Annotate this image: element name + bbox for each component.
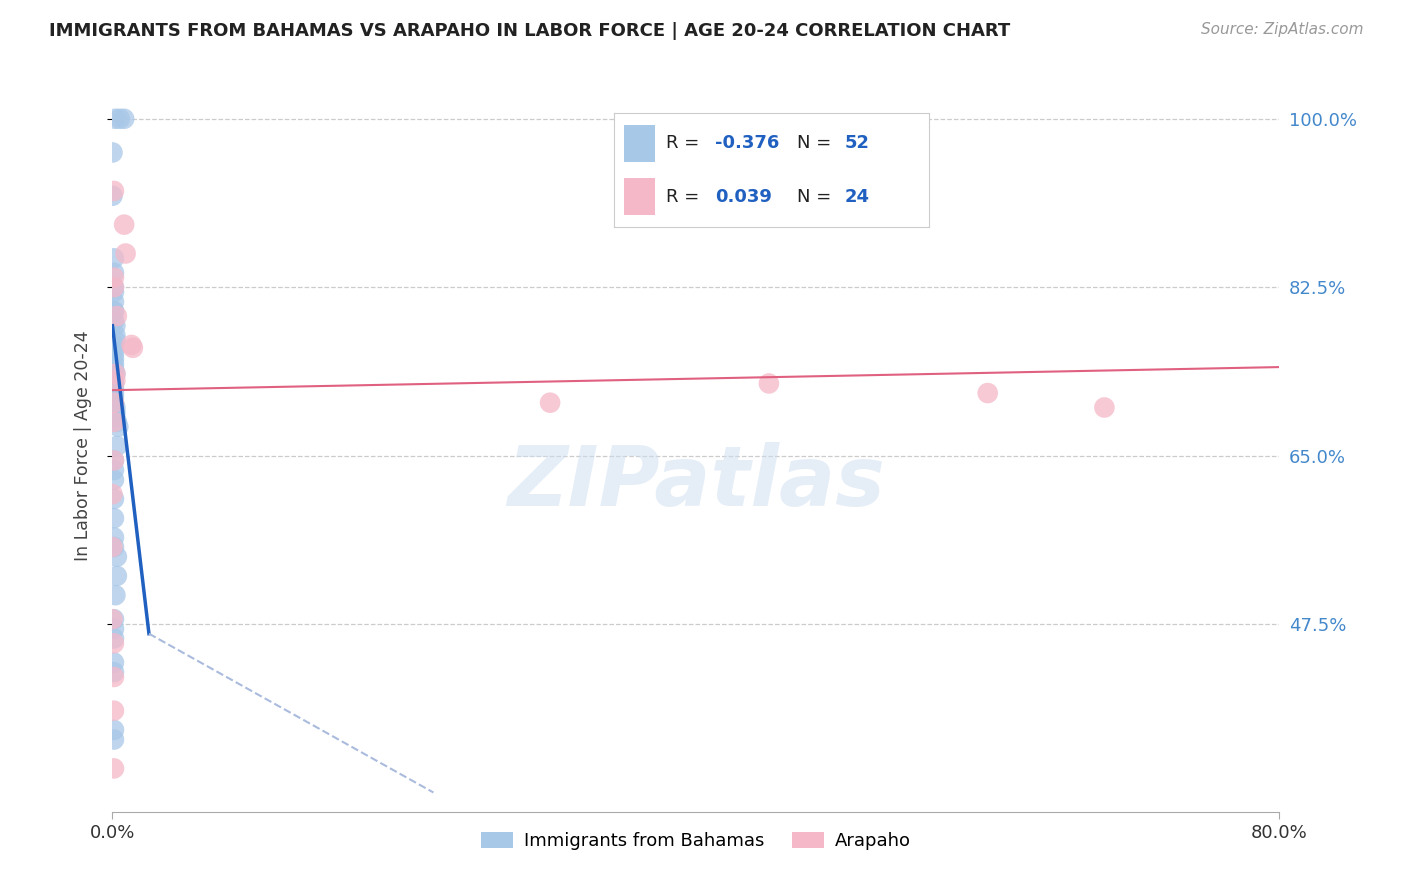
- Point: [103, 732, 125, 747]
- Point: [103, 632, 125, 646]
- Point: [122, 341, 145, 355]
- Point: [112, 218, 135, 232]
- Point: [101, 145, 124, 160]
- Point: [103, 723, 125, 737]
- Point: [105, 549, 128, 564]
- Point: [103, 473, 125, 487]
- Point: [103, 395, 125, 409]
- Point: [103, 463, 125, 477]
- Point: [103, 636, 125, 650]
- Point: [103, 376, 125, 391]
- Point: [103, 184, 125, 198]
- Legend: Immigrants from Bahamas, Arapaho: Immigrants from Bahamas, Arapaho: [474, 825, 918, 857]
- Point: [758, 376, 780, 391]
- Point: [103, 338, 125, 352]
- Point: [103, 491, 125, 506]
- Point: [101, 540, 124, 554]
- Point: [105, 415, 128, 429]
- Text: ZIPatlas: ZIPatlas: [508, 442, 884, 523]
- Point: [104, 367, 127, 381]
- Point: [105, 309, 128, 323]
- Point: [103, 266, 125, 280]
- Point: [103, 314, 125, 328]
- Point: [103, 280, 125, 294]
- Point: [105, 439, 128, 453]
- Point: [103, 270, 125, 285]
- Point: [103, 357, 125, 371]
- Point: [103, 347, 125, 362]
- Point: [103, 285, 125, 299]
- Point: [976, 386, 998, 401]
- Point: [104, 374, 127, 388]
- Point: [103, 252, 125, 266]
- Point: [103, 530, 125, 544]
- Text: IMMIGRANTS FROM BAHAMAS VS ARAPAHO IN LABOR FORCE | AGE 20-24 CORRELATION CHART: IMMIGRANTS FROM BAHAMAS VS ARAPAHO IN LA…: [49, 22, 1011, 40]
- Point: [103, 453, 125, 467]
- Point: [103, 304, 125, 318]
- Point: [103, 415, 125, 429]
- Point: [103, 761, 125, 775]
- Point: [103, 656, 125, 670]
- Point: [104, 318, 127, 333]
- Point: [104, 333, 127, 347]
- Point: [103, 612, 125, 626]
- Point: [104, 401, 127, 415]
- Point: [103, 622, 125, 636]
- Point: [103, 670, 125, 684]
- Point: [114, 246, 136, 260]
- Point: [103, 362, 125, 376]
- Point: [104, 328, 127, 343]
- Point: [107, 419, 129, 434]
- Point: [104, 112, 127, 126]
- Point: [120, 338, 142, 352]
- Point: [103, 352, 125, 367]
- Point: [103, 294, 125, 309]
- Point: [103, 386, 125, 401]
- Point: [108, 112, 131, 126]
- Point: [104, 588, 127, 602]
- Point: [103, 511, 125, 525]
- Point: [103, 453, 125, 467]
- Point: [103, 540, 125, 554]
- Point: [103, 371, 125, 385]
- Point: [103, 343, 125, 357]
- Point: [103, 704, 125, 718]
- Point: [104, 367, 127, 381]
- Point: [103, 395, 125, 409]
- Point: [101, 188, 124, 202]
- Point: [103, 304, 125, 318]
- Point: [103, 391, 125, 405]
- Y-axis label: In Labor Force | Age 20-24: In Labor Force | Age 20-24: [73, 331, 91, 561]
- Point: [104, 410, 127, 425]
- Point: [105, 569, 128, 583]
- Point: [103, 280, 125, 294]
- Point: [538, 395, 561, 409]
- Text: Source: ZipAtlas.com: Source: ZipAtlas.com: [1201, 22, 1364, 37]
- Point: [103, 381, 125, 395]
- Point: [104, 405, 127, 419]
- Point: [101, 612, 124, 626]
- Point: [1094, 401, 1116, 415]
- Point: [101, 487, 124, 501]
- Point: [112, 112, 135, 126]
- Point: [103, 665, 125, 680]
